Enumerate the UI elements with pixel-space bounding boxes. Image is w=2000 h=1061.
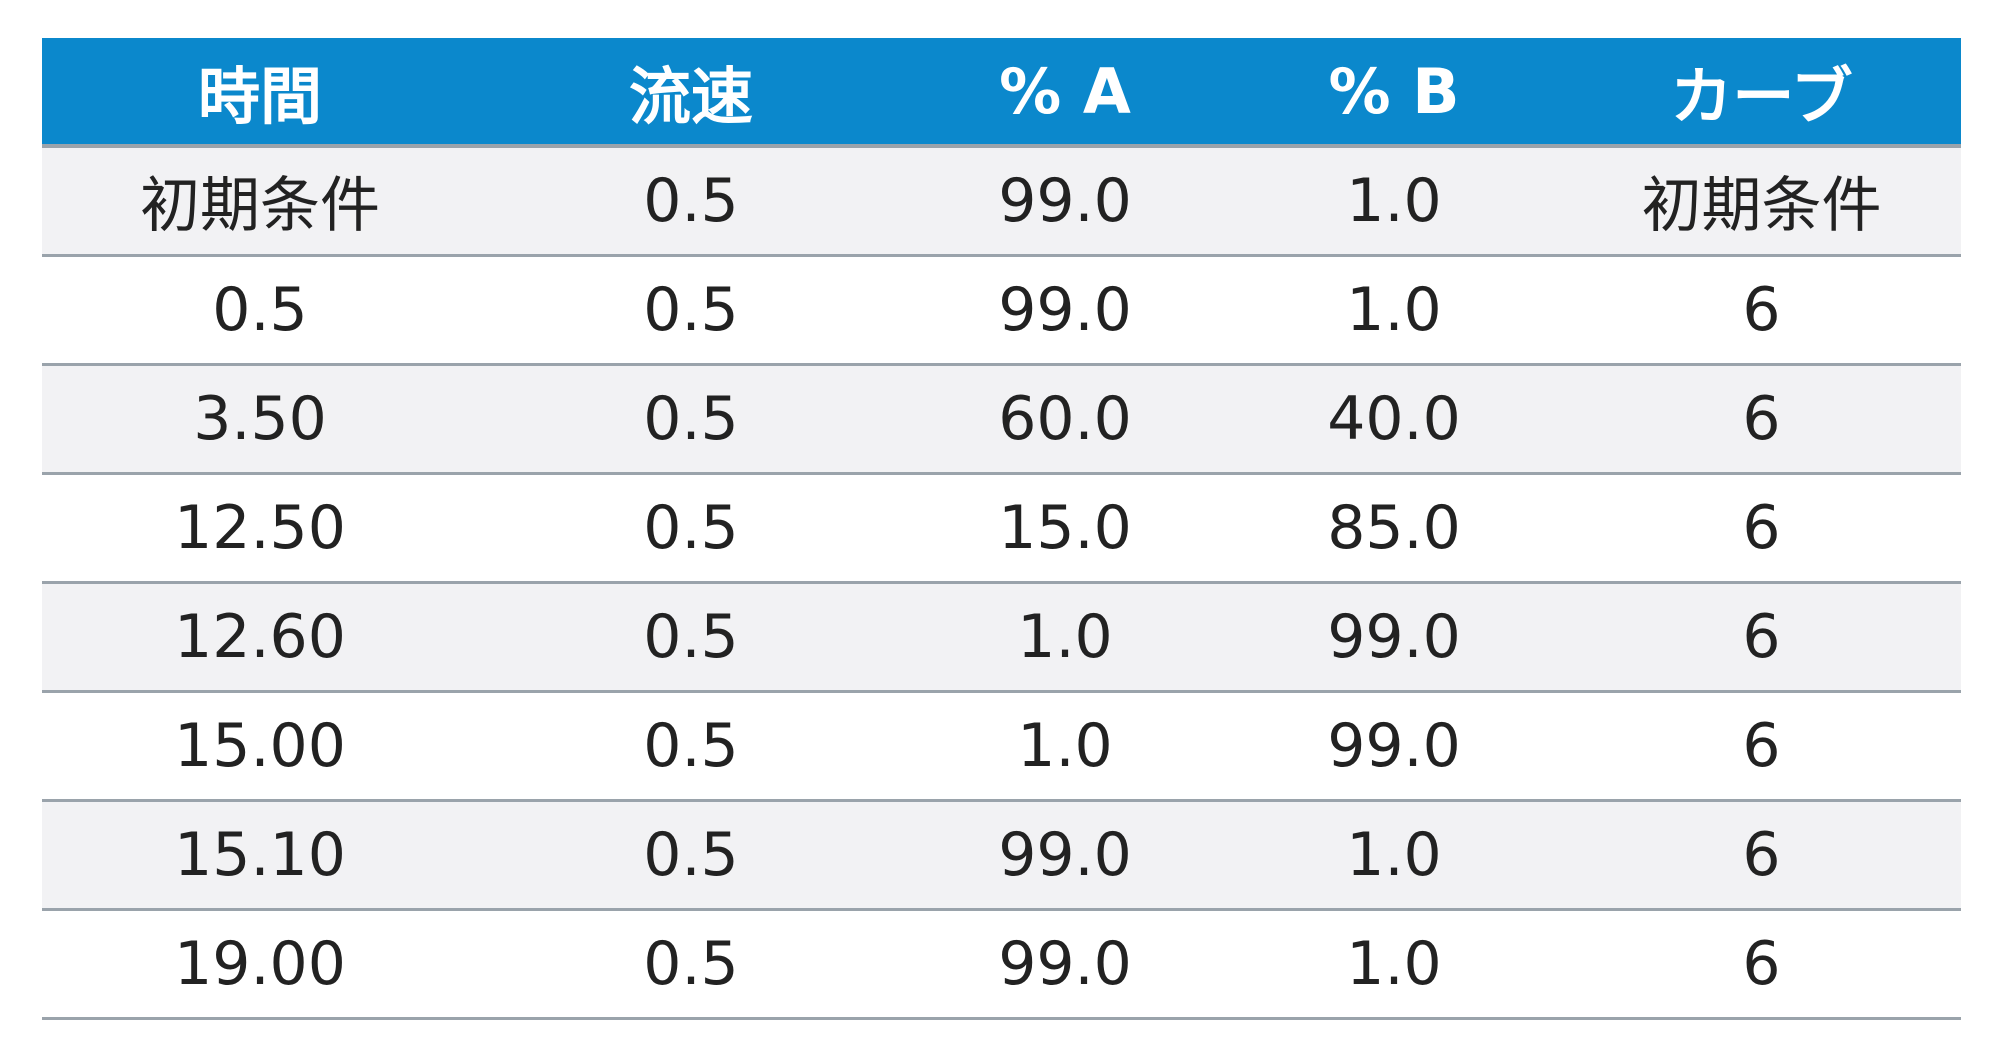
cell-percent-a: 99.0 [904, 146, 1226, 257]
table-body: 初期条件 0.5 99.0 1.0 初期条件 0.5 0.5 99.0 1.0 … [42, 146, 1961, 1020]
cell-percent-b: 99.0 [1226, 582, 1562, 693]
cell-time: 15.10 [42, 800, 478, 911]
cell-time: 3.50 [42, 364, 478, 475]
cell-time: 19.00 [42, 909, 478, 1020]
cell-percent-a: 1.0 [904, 582, 1226, 693]
cell-curve: 6 [1562, 582, 1961, 693]
cell-flow-rate: 0.5 [478, 691, 904, 802]
cell-time: 12.60 [42, 582, 478, 693]
cell-percent-b: 1.0 [1226, 800, 1562, 911]
cell-percent-a: 99.0 [904, 255, 1226, 366]
cell-flow-rate: 0.5 [478, 909, 904, 1020]
cell-flow-rate: 0.5 [478, 255, 904, 366]
cell-percent-b: 1.0 [1226, 146, 1562, 257]
cell-percent-b: 99.0 [1226, 691, 1562, 802]
cell-time: 0.5 [42, 255, 478, 366]
cell-flow-rate: 0.5 [478, 473, 904, 584]
gradient-table: 時間 流速 % A % B カーブ 初期条件 0.5 99.0 1.0 初期条件… [42, 38, 1961, 1020]
cell-percent-a: 1.0 [904, 691, 1226, 802]
cell-curve: 6 [1562, 909, 1961, 1020]
table-row: 0.5 0.5 99.0 1.0 6 [42, 255, 1961, 366]
cell-flow-rate: 0.5 [478, 364, 904, 475]
cell-curve: 6 [1562, 473, 1961, 584]
header-time: 時間 [42, 38, 478, 148]
cell-curve: 6 [1562, 364, 1961, 475]
cell-percent-a: 60.0 [904, 364, 1226, 475]
table-row: 初期条件 0.5 99.0 1.0 初期条件 [42, 146, 1961, 257]
table-row: 19.00 0.5 99.0 1.0 6 [42, 909, 1961, 1020]
cell-curve: 初期条件 [1562, 146, 1961, 257]
table-row: 3.50 0.5 60.0 40.0 6 [42, 364, 1961, 475]
header-flow-rate: 流速 [478, 38, 904, 148]
cell-curve: 6 [1562, 255, 1961, 366]
cell-percent-b: 1.0 [1226, 255, 1562, 366]
cell-flow-rate: 0.5 [478, 146, 904, 257]
table-row: 12.50 0.5 15.0 85.0 6 [42, 473, 1961, 584]
table-header: 時間 流速 % A % B カーブ [42, 38, 1961, 148]
cell-time: 15.00 [42, 691, 478, 802]
table-row: 15.00 0.5 1.0 99.0 6 [42, 691, 1961, 802]
cell-curve: 6 [1562, 691, 1961, 802]
cell-percent-a: 99.0 [904, 909, 1226, 1020]
cell-time: 12.50 [42, 473, 478, 584]
cell-time: 初期条件 [42, 146, 478, 257]
cell-percent-b: 85.0 [1226, 473, 1562, 584]
header-curve: カーブ [1562, 38, 1961, 148]
table-row: 15.10 0.5 99.0 1.0 6 [42, 800, 1961, 911]
cell-flow-rate: 0.5 [478, 800, 904, 911]
header-percent-b: % B [1226, 38, 1562, 148]
header-row: 時間 流速 % A % B カーブ [42, 38, 1961, 148]
cell-percent-a: 99.0 [904, 800, 1226, 911]
cell-percent-b: 1.0 [1226, 909, 1562, 1020]
cell-percent-b: 40.0 [1226, 364, 1562, 475]
cell-percent-a: 15.0 [904, 473, 1226, 584]
cell-curve: 6 [1562, 800, 1961, 911]
cell-flow-rate: 0.5 [478, 582, 904, 693]
table-row: 12.60 0.5 1.0 99.0 6 [42, 582, 1961, 693]
header-percent-a: % A [904, 38, 1226, 148]
